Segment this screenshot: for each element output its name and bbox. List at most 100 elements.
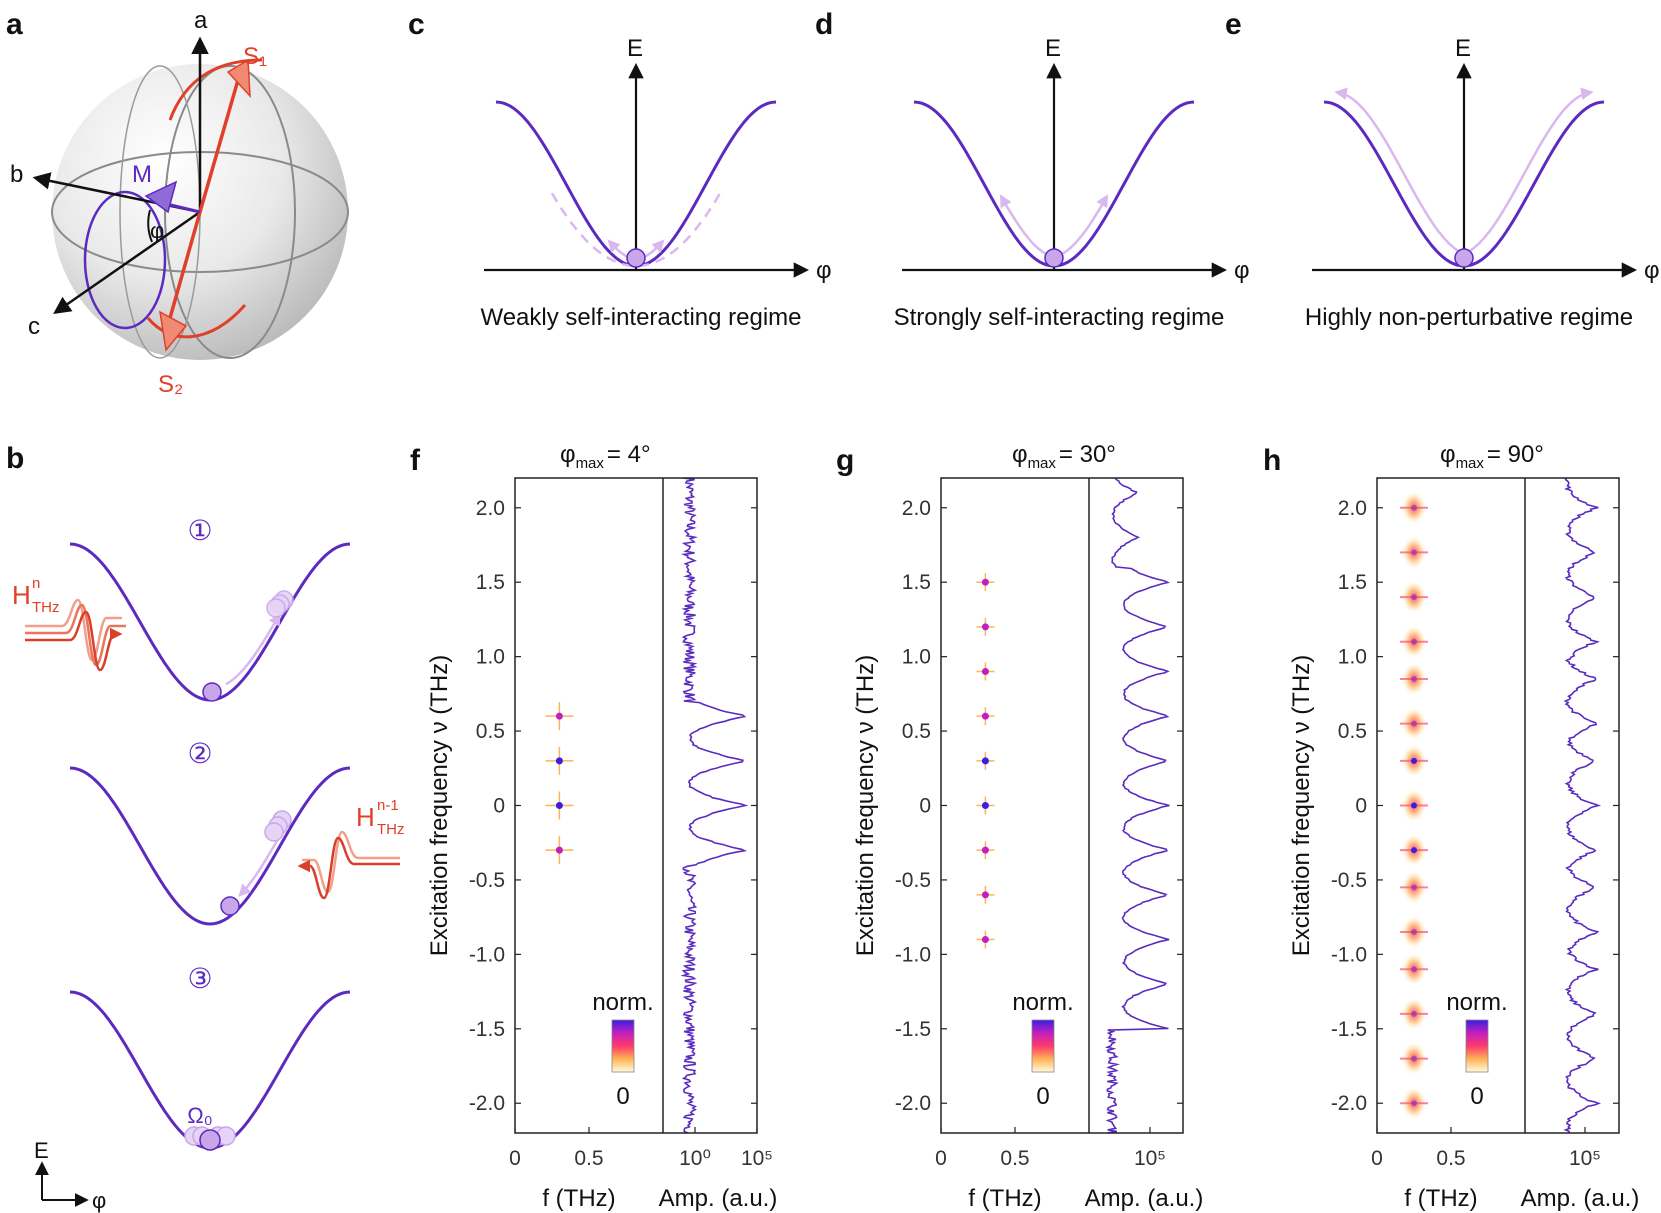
heatmap-peak (981, 578, 989, 586)
x-tick-label: 0.5 (1436, 1147, 1465, 1170)
step-2-ball (220, 896, 240, 916)
heatmap-peak (1411, 549, 1417, 556)
s2-label: S₂ (158, 371, 183, 398)
y-tick-label: 0.5 (1338, 720, 1367, 743)
heatmap-peak (981, 891, 989, 899)
x-tick-label: 0 (1371, 1147, 1383, 1170)
panel-label-a: a (6, 8, 23, 41)
colorbar-zero: 0 (616, 1083, 629, 1110)
y-axis-label: Excitation frequency ν (THz) (426, 655, 453, 956)
heatmap-area (1377, 478, 1525, 1133)
precession-loop (83, 190, 167, 330)
y-tick-label: -0.5 (469, 869, 505, 892)
motion-arrow-left (1334, 87, 1465, 256)
omega-label: Ω₀ (187, 1103, 213, 1128)
heatmap-area (515, 478, 663, 1133)
heatmap-peak (1411, 638, 1417, 645)
x-tick-right-label: 10⁵ (741, 1147, 773, 1170)
colorbar-zero: 0 (1036, 1083, 1049, 1110)
y-tick-label: 1.0 (476, 646, 505, 669)
panel-label-b: b (6, 442, 24, 475)
s1-label: S₁ (243, 43, 267, 70)
pulse-n-label: H (12, 580, 31, 610)
heatmap-peak (1411, 802, 1417, 809)
x-tick-label: 0.5 (1000, 1147, 1029, 1170)
step-3-label: ③ (187, 963, 212, 994)
pulse-n-sup: n (32, 575, 40, 592)
heatmap-peak (1411, 675, 1417, 682)
energy-axis-label: E (1455, 35, 1471, 62)
energy-axis-label: E (627, 35, 643, 62)
axis-a-label: a (194, 7, 208, 34)
x-tick-right-label: 10⁵ (1569, 1147, 1601, 1170)
pulse-n-1-sup: n-1 (377, 797, 399, 814)
y-tick-label: -2.0 (1331, 1092, 1367, 1115)
panel-label-f: f (410, 444, 421, 477)
particle-ball (1044, 248, 1064, 268)
plot-title: φmax = 4° (560, 441, 651, 472)
heatmap-peak (1411, 757, 1417, 764)
heatmap-peak (1411, 720, 1417, 727)
panel-e: e Eφ Highly non-perturbative regime (1225, 8, 1660, 331)
title-value: = 4° (607, 441, 651, 468)
title-sub: max (576, 455, 605, 472)
y-tick-label: 2.0 (902, 497, 931, 520)
regime-caption: Strongly self-interacting regime (894, 304, 1225, 331)
heatmap-peak (1411, 929, 1417, 936)
axis-c-arrow (53, 210, 201, 314)
colorbar (1465, 1019, 1489, 1073)
panel-label-g: g (836, 444, 854, 477)
y-tick-label: -2.0 (895, 1092, 931, 1115)
colorbar-label: norm. (592, 989, 653, 1016)
ghost-ball (266, 598, 286, 618)
y-tick-label: 0 (919, 795, 931, 818)
heatmap-peak (981, 846, 989, 854)
heatmap-peak (981, 935, 989, 943)
y-tick-label: 1.5 (1338, 571, 1367, 594)
x-axis-label-left: f (THz) (1404, 1185, 1477, 1212)
m-label: M (132, 161, 152, 188)
panel-label-e: e (1225, 8, 1242, 41)
y-tick-label: -0.5 (1331, 869, 1367, 892)
ghost-ball (264, 822, 284, 842)
x-tick-right-label: 10⁵ (1134, 1147, 1166, 1170)
heatmap-area (941, 478, 1089, 1133)
axis-c-label: c (28, 313, 40, 340)
x-axis-label-right: Amp. (a.u.) (1085, 1185, 1204, 1212)
panel-b-wells (69, 542, 351, 1151)
thz-pulse-n-1: H n-1 THz (297, 797, 405, 900)
y-tick-label: -1.5 (895, 1018, 931, 1041)
y-tick-label: 0 (1355, 795, 1367, 818)
pulse-n-1-label: H (356, 802, 375, 832)
y-tick-label: 0 (493, 795, 505, 818)
heatmap-peak (555, 757, 563, 765)
s2-arrowhead (159, 310, 188, 352)
title-phi: φ (1440, 441, 1456, 468)
heatmap-peak (1411, 1055, 1417, 1062)
y-tick-label: -1.5 (1331, 1018, 1367, 1041)
heatmap-peak (1411, 1100, 1417, 1107)
amplitude-trace (1104, 477, 1171, 1134)
y-tick-label: 1.5 (902, 571, 931, 594)
amplitude-trace (680, 477, 749, 1134)
colorbar-label: norm. (1446, 989, 1507, 1016)
phi-label: φ (150, 218, 164, 243)
heatmap-peak (1411, 847, 1417, 854)
title-value: = 90° (1487, 441, 1544, 468)
pulse-n-1-sub: THz (377, 821, 405, 838)
phi-angle-arc (147, 209, 153, 243)
title-phi: φ (1012, 441, 1028, 468)
x-axis-label-right: Amp. (a.u.) (659, 1185, 778, 1212)
y-tick-label: 0.5 (476, 720, 505, 743)
y-tick-label: -1.5 (469, 1018, 505, 1041)
panel-b: b ① ② ③ H n THz H n-1 THz Ω₀ E φ (6, 442, 405, 1213)
regime-caption: Highly non-perturbative regime (1305, 304, 1633, 331)
step-3-ball (199, 1129, 221, 1151)
x-axis-label-left: f (THz) (968, 1185, 1041, 1212)
b-axis-phi-label: φ (92, 1188, 106, 1213)
s1-vector (198, 79, 240, 213)
y-axis-label: Excitation frequency ν (THz) (1288, 655, 1315, 956)
x-tick-right-label: 10⁰ (679, 1147, 711, 1170)
y-tick-label: -2.0 (469, 1092, 505, 1115)
panel-label-c: c (408, 8, 425, 41)
